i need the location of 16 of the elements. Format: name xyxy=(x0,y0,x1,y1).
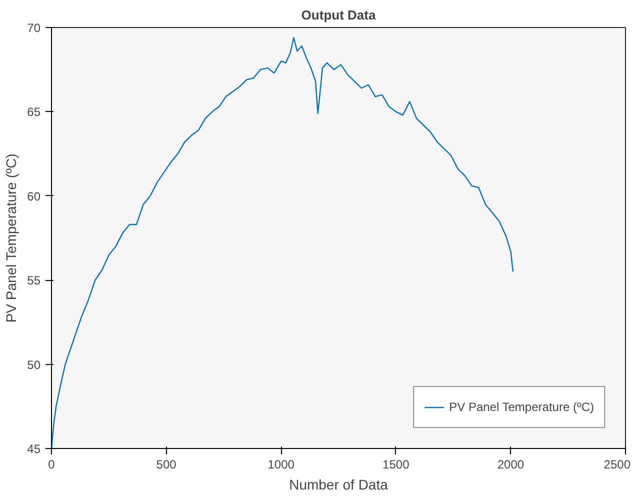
x-tick-label: 0 xyxy=(48,458,56,472)
y-tick-label: 50 xyxy=(27,358,41,372)
chart-title: Output Data xyxy=(301,8,376,22)
x-tick-label: 1500 xyxy=(382,458,410,472)
x-tick-label: 2000 xyxy=(497,458,524,472)
x-tick-label: 1000 xyxy=(268,458,295,472)
x-tick-label: 500 xyxy=(156,458,177,472)
x-tick-label: 2500 xyxy=(604,458,631,472)
x-axis-title: Number of Data xyxy=(289,476,388,492)
y-tick-label: 55 xyxy=(27,274,41,288)
y-tick-label: 60 xyxy=(27,189,41,204)
y-tick-label: 45 xyxy=(27,442,41,456)
legend-label: PV Panel Temperature (ºC) xyxy=(449,400,594,414)
y-tick-label: 70 xyxy=(27,21,41,35)
y-axis-title: PV Panel Temperature (ºC) xyxy=(3,154,20,323)
y-tick-label: 65 xyxy=(27,105,41,120)
